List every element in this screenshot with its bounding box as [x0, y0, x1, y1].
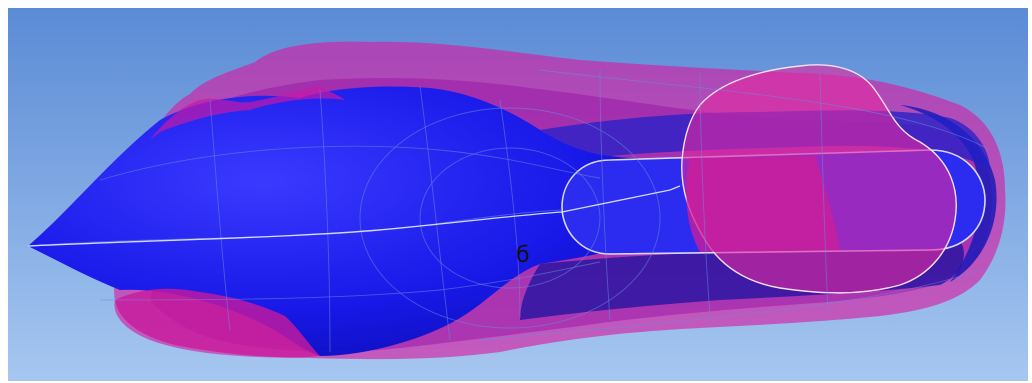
mesh-lines — [27, 69, 991, 353]
capsule-magenta-patch — [686, 156, 840, 252]
bow-bump-top — [150, 86, 345, 140]
bow-bump-bottom — [115, 288, 320, 358]
centerline — [27, 185, 681, 247]
figure-label: б — [516, 243, 530, 268]
blue-hull-body — [28, 86, 700, 356]
